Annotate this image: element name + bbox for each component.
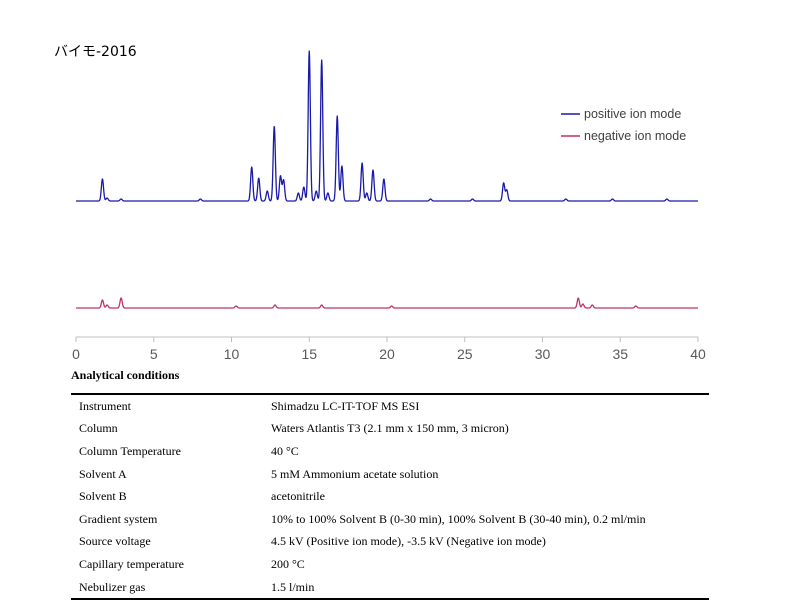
x-tick-label: 5 [150, 346, 158, 362]
legend-label-positive: positive ion mode [584, 107, 681, 121]
condition-row: Solvent A 5 mM Ammonium acetate solution [71, 463, 709, 486]
condition-value: 1.5 l/min [271, 579, 315, 594]
condition-row: Gradient system 10% to 100% Solvent B (0-… [71, 508, 709, 531]
chromatogram-chart: 0 5 10 15 20 25 30 35 40 positive ion mode negat… [72, 50, 706, 362]
condition-value: 10% to 100% Solvent B (0-30 min), 100% S… [271, 511, 646, 526]
x-tick-label: 10 [224, 346, 240, 362]
condition-row: Column Temperature 40 °C [71, 440, 709, 463]
condition-key: Source voltage [79, 534, 151, 549]
condition-value: 5 mM Ammonium acetate solution [271, 466, 439, 481]
x-tick-label: 25 [457, 346, 473, 362]
series-line-positive [75, 50, 699, 202]
series-group [75, 50, 699, 309]
x-tick-label: 30 [535, 346, 551, 362]
legend: positive ion mode negative ion mode [561, 107, 686, 143]
condition-key: Gradient system [79, 511, 158, 526]
condition-row: Capillary temperature 200 °C [71, 553, 709, 576]
chart-title: バイモ-2016 [54, 44, 137, 60]
x-ticks: 0 5 10 15 20 25 30 35 40 [72, 337, 706, 362]
condition-key: Nebulizer gas [79, 579, 146, 594]
condition-value: 4.5 kV (Positive ion mode), -3.5 kV (Neg… [271, 534, 546, 549]
legend-label-negative: negative ion mode [584, 129, 686, 143]
condition-key: Solvent B [79, 489, 127, 504]
x-tick-label: 15 [301, 346, 317, 362]
condition-row: Source voltage 4.5 kV (Positive ion mode)… [71, 531, 709, 554]
condition-key: Column [79, 421, 118, 436]
x-tick-label: 0 [72, 346, 80, 362]
condition-key: Instrument [79, 398, 131, 413]
condition-value: Shimadzu LC-IT-TOF MS ESI [271, 398, 420, 413]
conditions-heading: Analytical conditions [71, 368, 180, 382]
conditions-table: Instrument Shimadzu LC-IT-TOF MS ESI Colum… [71, 393, 709, 600]
condition-key: Solvent A [79, 466, 127, 481]
x-tick-label: 35 [612, 346, 628, 362]
condition-row: Nebulizer gas 1.5 l/min [71, 576, 709, 600]
condition-key: Capillary temperature [79, 556, 184, 571]
condition-value: 200 °C [271, 556, 305, 571]
condition-row: Column Waters Atlantis T3 (2.1 mm x 150 m… [71, 418, 709, 441]
condition-value: 40 °C [271, 443, 299, 458]
condition-row: Instrument Shimadzu LC-IT-TOF MS ESI [71, 394, 709, 418]
x-tick-label: 40 [690, 346, 706, 362]
condition-key: Column Temperature [79, 443, 181, 458]
series-line-negative [75, 297, 699, 309]
x-tick-label: 20 [379, 346, 395, 362]
condition-value: acetonitrile [271, 489, 325, 504]
condition-row: Solvent B acetonitrile [71, 485, 709, 508]
condition-value: Waters Atlantis T3 (2.1 mm x 150 mm, 3 m… [271, 421, 509, 436]
